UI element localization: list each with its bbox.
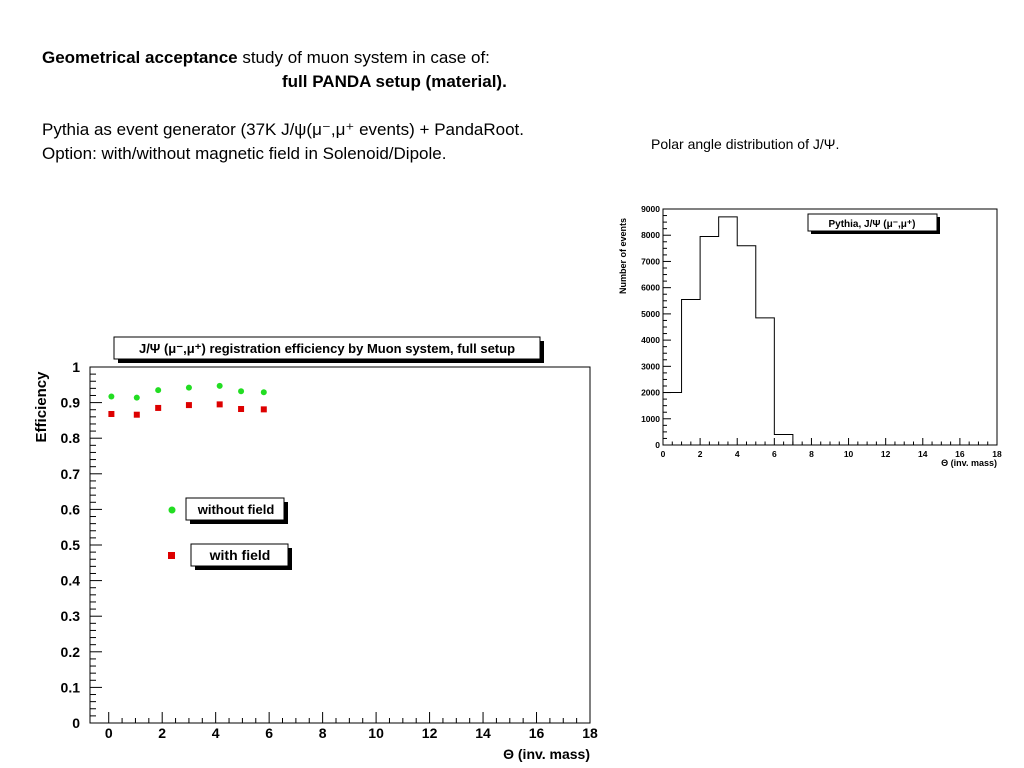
chart-title: J/Ψ (μ⁻,μ⁺) registration efficiency by M… xyxy=(139,341,515,356)
y-tick-label: 0.5 xyxy=(61,537,81,553)
heading-rest: study of muon system in case of: xyxy=(237,48,490,67)
x-tick-label: 16 xyxy=(529,725,545,741)
legend-marker-with-field xyxy=(168,552,175,559)
y-tick-label: 0.7 xyxy=(61,466,81,482)
plot-frame xyxy=(89,366,591,724)
heading-bold: Geometrical acceptance xyxy=(42,48,238,67)
x-tick-label: 2 xyxy=(698,449,703,459)
y-tick-label: 9000 xyxy=(641,204,660,214)
point-with-field xyxy=(238,406,245,413)
x-tick-label: 0 xyxy=(105,725,113,741)
generator-line: Pythia as event generator (37K J/ψ(μ⁻,μ⁺… xyxy=(42,120,524,139)
x-tick-label: 4 xyxy=(212,725,220,741)
y-tick-label: 0 xyxy=(655,440,660,450)
y-tick-label: 0.8 xyxy=(61,430,81,446)
x-tick-label: 0 xyxy=(661,449,666,459)
point-with-field xyxy=(133,411,140,418)
point-without-field xyxy=(216,382,223,389)
x-tick-label: 18 xyxy=(582,725,598,741)
point-with-field xyxy=(108,410,115,417)
x-tick-label: 14 xyxy=(918,449,928,459)
y-tick-label: 2000 xyxy=(641,388,660,398)
y-tick-label: 0.9 xyxy=(61,395,81,411)
point-without-field xyxy=(155,387,162,394)
point-without-field xyxy=(260,389,267,396)
legend-label-without-field: without field xyxy=(197,502,275,517)
y-tick-label: 3000 xyxy=(641,361,660,371)
histogram-bars xyxy=(662,216,997,446)
y-tick-label: 0.2 xyxy=(61,644,81,660)
legend-box xyxy=(190,543,289,567)
heading-line-1: Geometrical acceptance study of muon sys… xyxy=(42,48,490,68)
legend-marker-without-field xyxy=(168,506,176,514)
y-tick-label: 0.6 xyxy=(61,501,81,517)
y-tick-label: 0.3 xyxy=(61,608,81,624)
x-tick-label: 8 xyxy=(809,449,814,459)
y-tick-label: 7000 xyxy=(641,256,660,266)
y-tick-label: 5000 xyxy=(641,309,660,319)
x-tick-label: 18 xyxy=(992,449,1002,459)
title-box xyxy=(807,213,938,232)
point-with-field xyxy=(185,402,192,409)
point-with-field xyxy=(260,406,267,413)
y-tick-label: 0.1 xyxy=(61,679,81,695)
x-tick-label: 10 xyxy=(844,449,854,459)
x-tick-label: 4 xyxy=(735,449,740,459)
y-tick-label: 1000 xyxy=(641,414,660,424)
x-axis-label: Θ (inv. mass) xyxy=(503,746,590,762)
x-tick-label: 8 xyxy=(319,725,327,741)
chart-title: Pythia, J/Ψ (μ⁻,μ⁺) xyxy=(828,219,915,230)
heading-subline: full PANDA setup (material). xyxy=(282,72,507,91)
x-tick-label: 2 xyxy=(158,725,166,741)
legend-label-with-field: with field xyxy=(209,547,271,563)
point-without-field xyxy=(238,388,245,395)
point-with-field xyxy=(155,404,162,411)
point-without-field xyxy=(185,384,192,391)
y-tick-label: 0.4 xyxy=(61,573,81,589)
y-tick-label: 6000 xyxy=(641,283,660,293)
x-tick-label: 12 xyxy=(422,725,438,741)
y-tick-label: 0 xyxy=(72,715,80,731)
y-tick-label: 8000 xyxy=(641,230,660,240)
x-tick-label: 14 xyxy=(475,725,491,741)
x-tick-label: 16 xyxy=(955,449,965,459)
polar-caption: Polar angle distribution of J/Ψ. xyxy=(651,136,840,152)
y-axis-label: Number of events xyxy=(618,218,628,294)
x-tick-label: 12 xyxy=(881,449,891,459)
x-tick-label: 6 xyxy=(772,449,777,459)
y-tick-label: 4000 xyxy=(641,335,660,345)
x-tick-label: 10 xyxy=(368,725,384,741)
x-tick-label: 6 xyxy=(265,725,273,741)
point-without-field xyxy=(108,393,115,400)
legend-box xyxy=(185,497,285,521)
title-box xyxy=(113,336,541,360)
option-line: Option: with/without magnetic field in S… xyxy=(42,144,447,163)
x-axis-label: Θ (inv. mass) xyxy=(941,458,997,468)
y-axis-label: Efficiency xyxy=(33,371,50,443)
point-with-field xyxy=(216,401,223,408)
point-without-field xyxy=(133,394,140,401)
y-tick-label: 1 xyxy=(72,359,80,375)
